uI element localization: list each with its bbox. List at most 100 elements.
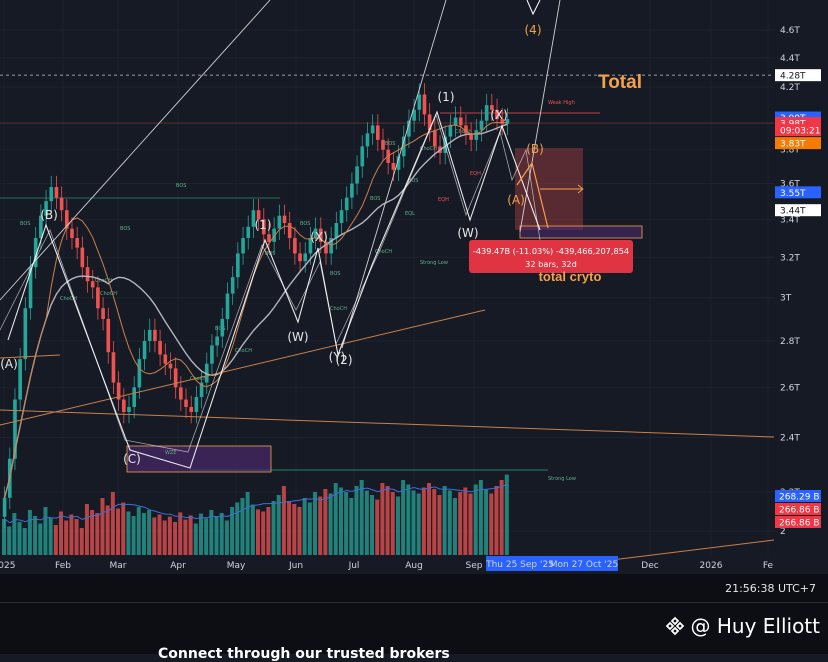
structure-label: BOS [370,196,380,202]
volume-bar [90,510,95,555]
volume-bar [385,486,390,555]
price-badge [775,69,821,82]
candle-body [287,223,292,239]
candle-body [370,125,375,134]
volume-bar [224,520,229,555]
volume-bar [401,480,406,555]
volume-bar [27,510,32,555]
volume-bar [64,520,69,555]
structure-label: ChoCH [60,296,77,302]
candle-body [132,387,136,407]
structure-label: BOS [385,141,395,147]
volume-bars [2,474,509,555]
volume-bar [136,507,141,555]
volume-bar [427,483,432,555]
candle-body [106,318,111,353]
candle-body [215,336,219,346]
candle-body [142,340,147,360]
candle-body [80,247,85,268]
volume-bar [463,487,468,555]
volume-bar [250,504,255,555]
price-tick-label: 2 [780,527,786,537]
candle-body [23,308,28,360]
price-axis[interactable]: 4.6T 4.4T 4.2T 3.8T 3.6T 3.4T 3.2T 3T 2.8T 2.6T 2.… [774,0,828,574]
measurement-line-1: -439.47B (-11.03%) -439,466,207,854 [473,246,629,256]
chart-title: Total [598,72,642,93]
candle-body [153,329,157,341]
structure-label: ChoCH [330,306,347,312]
wave-label: (W) [457,226,478,240]
time-cursor-label-2: Mon 27 Oct '25 [550,560,619,570]
trendline-up [0,309,486,426]
volume-bar [370,495,375,555]
volume-bar [204,518,209,555]
price-badge [775,137,821,150]
clock-readout[interactable]: 21:56:38 UTC+7 [725,582,816,595]
volume-bar [219,513,224,555]
wave-label: (C) [123,452,141,466]
candle-body [329,238,333,254]
price-tick-label: 4.6T [780,26,800,36]
watermark-text: @ Huy Elliott [690,614,821,638]
volume-bar [245,492,250,555]
price-badge-label: 4.28T [780,72,806,82]
chart-annotation: total cryto [539,269,602,284]
broker-cta-text[interactable]: Connect through our trusted brokers [158,646,450,662]
candle-body [464,125,468,134]
time-tick-label: Feb [55,561,71,571]
structure-label: ChoCH [455,129,472,135]
volume-bar [261,511,266,555]
candle-body [505,119,510,124]
candle-body [225,293,230,319]
candle-body [204,363,209,383]
volume-bar [2,519,6,555]
volume-bar [121,502,126,555]
wave-label: (1) [255,218,272,232]
volume-bar [478,480,483,555]
structure-label: BOS [20,221,30,227]
candle-body [220,318,225,337]
volume-bar [235,502,240,555]
price-tick-label: 3T [780,294,792,304]
volume-bar [12,513,17,555]
volume-bar [74,519,79,555]
time-tick-label: Mar [110,561,127,571]
candle-body [448,125,453,137]
candle-body [168,363,173,369]
candle-body [199,382,204,398]
time-range-highlight [486,556,618,571]
wave-label: (X) [490,108,508,122]
volume-bar [214,516,219,555]
candle-body [2,497,7,517]
wave-label: (X) [310,230,328,244]
wave-label: (A) [0,357,18,371]
price-tick-label: 3.4T [780,215,800,225]
price-chart[interactable]: BOS BOS BOS BOS BOS BOS BOS BOS BOS ChoCH ChoCH Cho… [0,0,828,574]
candle-body [469,133,473,140]
candle-body [137,359,142,388]
wave-label: (B) [40,208,58,222]
volume-bar [338,487,343,555]
candle-body [500,119,505,124]
volume-bar [302,498,307,555]
candle-body [184,399,188,407]
ma-short-line [4,121,508,498]
volume-bar [105,505,110,555]
volume-bar [95,513,100,555]
candle-body [90,281,95,288]
volume-badge [775,503,821,515]
price-tick-label: 2.4T [780,433,800,443]
time-cursor-label-1: Thu 25 Sep '25 [485,560,554,570]
volume-bar [17,522,22,555]
price-tick-label: 4.2T [780,83,800,93]
volume-bar [100,498,105,555]
wave-label: (W) [287,330,308,344]
candle-body [490,105,494,110]
candle-body [236,253,240,278]
candle-body [75,238,79,248]
volume-bar [499,480,504,555]
candle-body [251,210,256,227]
volume-bar [489,493,494,555]
volume-bar [59,511,64,555]
